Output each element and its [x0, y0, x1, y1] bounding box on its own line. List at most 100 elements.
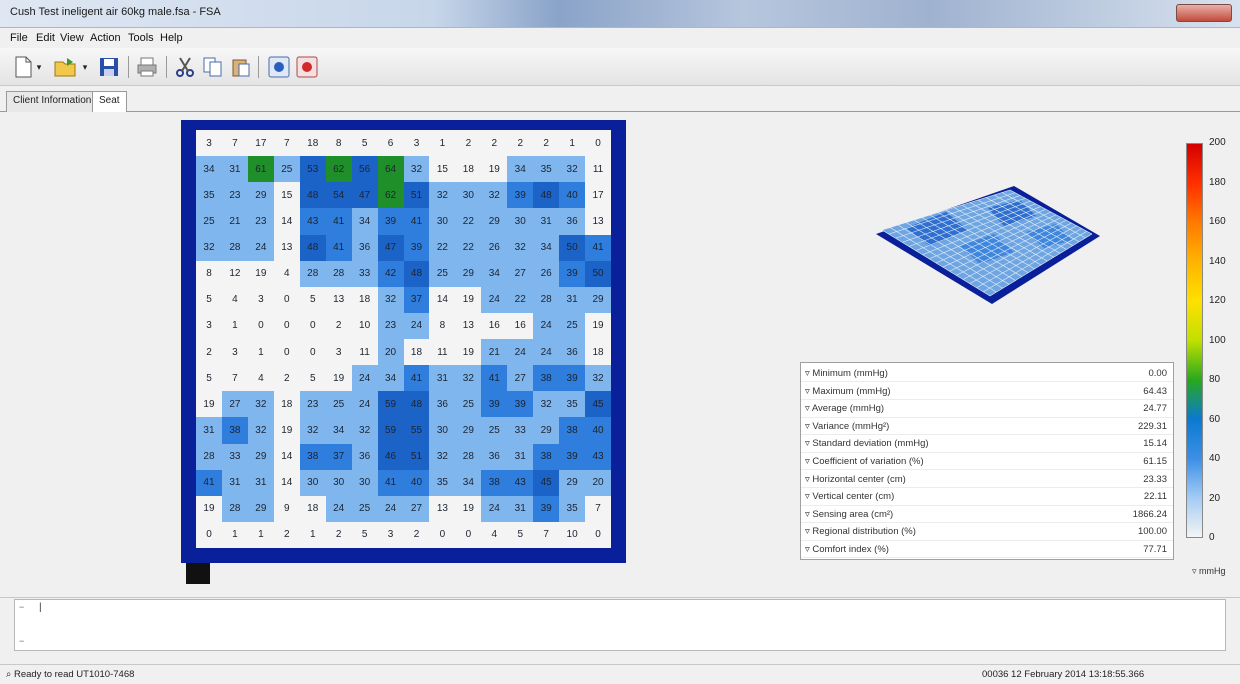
pressure-cell: 0 [429, 521, 456, 548]
pressure-grid: 3 7 17 7 18 8 5 6 3 1 2 2 2 2 1 0 34 31 61 25 53 62 56 64 32 15 18… [196, 130, 611, 548]
pressure-cell: 37 [325, 443, 352, 470]
pressure-cell: 37 [403, 286, 430, 313]
pressure-cell: 30 [351, 469, 378, 496]
stat-value: 23.33 [1143, 473, 1167, 485]
save-icon[interactable] [96, 54, 122, 80]
pressure-cell: 40 [403, 469, 430, 496]
pressure-row: 32 28 24 13 48 41 36 47 39 22 22 26 32 34 50 41 [196, 234, 611, 261]
pressure-cell: 24 [377, 495, 404, 522]
mesh-line [949, 217, 1062, 272]
pressure-cell: 39 [481, 391, 508, 418]
pressure-cell: 3 [403, 130, 430, 157]
pressure-cell: 19 [196, 391, 222, 418]
pressure-cell: 7 [221, 130, 248, 157]
pressure-cell: 2 [403, 521, 430, 548]
pressure-cell: 11 [351, 339, 378, 366]
pressure-cell: 3 [221, 339, 248, 366]
stat-row[interactable]: ▿ Horizontal center (cm) 23.33 [801, 472, 1173, 488]
pressure-cell: 23 [221, 182, 248, 209]
stat-row[interactable]: ▿ Minimum (mmHg) 0.00 [801, 366, 1173, 383]
pressure-cell: 32 [481, 182, 508, 209]
open-dropdown-icon[interactable]: ▾ [82, 61, 88, 72]
pressure-cell: 25 [481, 417, 508, 444]
collapse-icon[interactable]: − [19, 636, 25, 646]
pressure-cell: 4 [481, 521, 508, 548]
tab-client-information[interactable]: Client Information [6, 91, 99, 112]
stat-row[interactable]: ▿ Sensing area (cm²) 1866.24 [801, 507, 1173, 524]
stat-row[interactable]: ▿ Comfort index (%) 77.71 [801, 542, 1173, 559]
pressure-color-scale [1186, 143, 1203, 538]
statistics-panel: ▿ Minimum (mmHg) 0.00 ▿ Maximum (mmHg) 64.4… [800, 362, 1174, 560]
pressure-cell: 32 [507, 234, 534, 261]
mesh-line [993, 194, 1080, 243]
copy-icon[interactable] [200, 54, 226, 80]
pressure-cell: 0 [455, 521, 482, 548]
pressure-cell: 34 [455, 469, 482, 496]
cut-icon[interactable] [172, 54, 198, 80]
stat-row[interactable]: ▿ Variance (mmHg²) 229.31 [801, 419, 1173, 436]
pressure-row: 5 4 3 0 5 13 18 32 37 14 19 24 22 28 31 29 [196, 286, 611, 313]
pressure-cell: 61 [247, 156, 274, 183]
print-icon[interactable] [134, 54, 160, 80]
stat-value: 229.31 [1137, 420, 1167, 432]
menu-view[interactable]: View [60, 32, 84, 44]
menu-help[interactable]: Help [160, 32, 183, 44]
open-icon[interactable] [52, 54, 78, 80]
stat-value: 77.71 [1143, 544, 1167, 555]
menu-edit[interactable]: Edit [36, 32, 55, 44]
pressure-cell: 34 [196, 156, 222, 183]
pressure-cell: 19 [455, 286, 482, 313]
pressure-cell: 32 [377, 286, 404, 313]
stat-row[interactable]: ▿ Coefficient of variation (%) 61.15 [801, 454, 1173, 471]
new-icon[interactable] [10, 54, 36, 80]
stat-row[interactable]: ▿ Vertical center (cm) 22.11 [801, 489, 1173, 506]
pressure-cell: 39 [559, 260, 586, 287]
stop-icon[interactable] [294, 54, 320, 80]
stat-row[interactable]: ▿ Maximum (mmHg) 64.43 [801, 384, 1173, 400]
menu-file[interactable]: File [10, 32, 28, 44]
tab-seat[interactable]: Seat [92, 91, 127, 113]
pressure-cell: 13 [429, 495, 456, 522]
pressure-row: 8 12 19 4 28 28 33 42 48 25 29 34 27 26 39 50 [196, 260, 611, 287]
pressure-cell: 51 [403, 443, 430, 470]
pressure-cell: 24 [481, 495, 508, 522]
pressure-cell: 3 [196, 312, 222, 339]
status-ready-text: Ready to read UT1010-7468 [13, 669, 135, 680]
paste-icon[interactable] [228, 54, 254, 80]
mesh-line [962, 222, 1072, 280]
pressure-cell: 47 [351, 182, 378, 209]
pressure-cell: 62 [325, 156, 352, 183]
pressure-row: 3 1 0 0 0 2 10 23 24 8 13 16 16 24 25 19 [196, 312, 611, 339]
pressure-cell: 32 [429, 443, 456, 470]
collapse-icon[interactable]: − [19, 602, 25, 612]
menu-tools[interactable]: Tools [128, 32, 154, 44]
pressure-3d-view[interactable] [876, 186, 1100, 306]
pressure-cell: 3 [325, 339, 352, 366]
menu-action[interactable]: Action [90, 32, 121, 44]
new-dropdown-icon[interactable]: ▾ [36, 61, 42, 72]
stat-row[interactable]: ▿ Regional distribution (%) 100.00 [801, 524, 1173, 541]
pressure-cell: 0 [273, 312, 300, 339]
stat-row[interactable]: ▿ Average (mmHg) 24.77 [801, 401, 1173, 418]
record-icon[interactable] [266, 54, 292, 80]
pressure-cell: 24 [325, 495, 352, 522]
pressure-cell: 47 [377, 234, 404, 261]
pressure-cell: 62 [377, 182, 404, 209]
stat-row[interactable]: ▿ Standard deviation (mmHg) 15.14 [801, 436, 1173, 453]
pressure-cell: 41 [403, 208, 430, 235]
pressure-cell: 6 [377, 130, 404, 157]
scale-tick-label: 140 [1209, 255, 1226, 267]
pressure-cell: 41 [196, 469, 222, 496]
pressure-cell: 35 [196, 182, 222, 209]
window-controls[interactable] [1176, 4, 1232, 22]
pressure-cell: 24 [533, 339, 560, 366]
pressure-cell: 43 [299, 208, 326, 235]
stat-label: ▿ Minimum (mmHg) [805, 368, 888, 379]
pressure-cell: 50 [585, 260, 611, 287]
pressure-cell: 7 [221, 365, 248, 392]
pressure-cell: 39 [559, 443, 586, 470]
log-console[interactable]: − − | [14, 599, 1226, 651]
pressure-map[interactable]: 3 7 17 7 18 8 5 6 3 1 2 2 2 2 1 0 34 31 61 25 53 62 56 64 32 15 18… [196, 130, 611, 548]
pressure-cell: 28 [299, 260, 326, 287]
pressure-cell: 0 [299, 312, 326, 339]
